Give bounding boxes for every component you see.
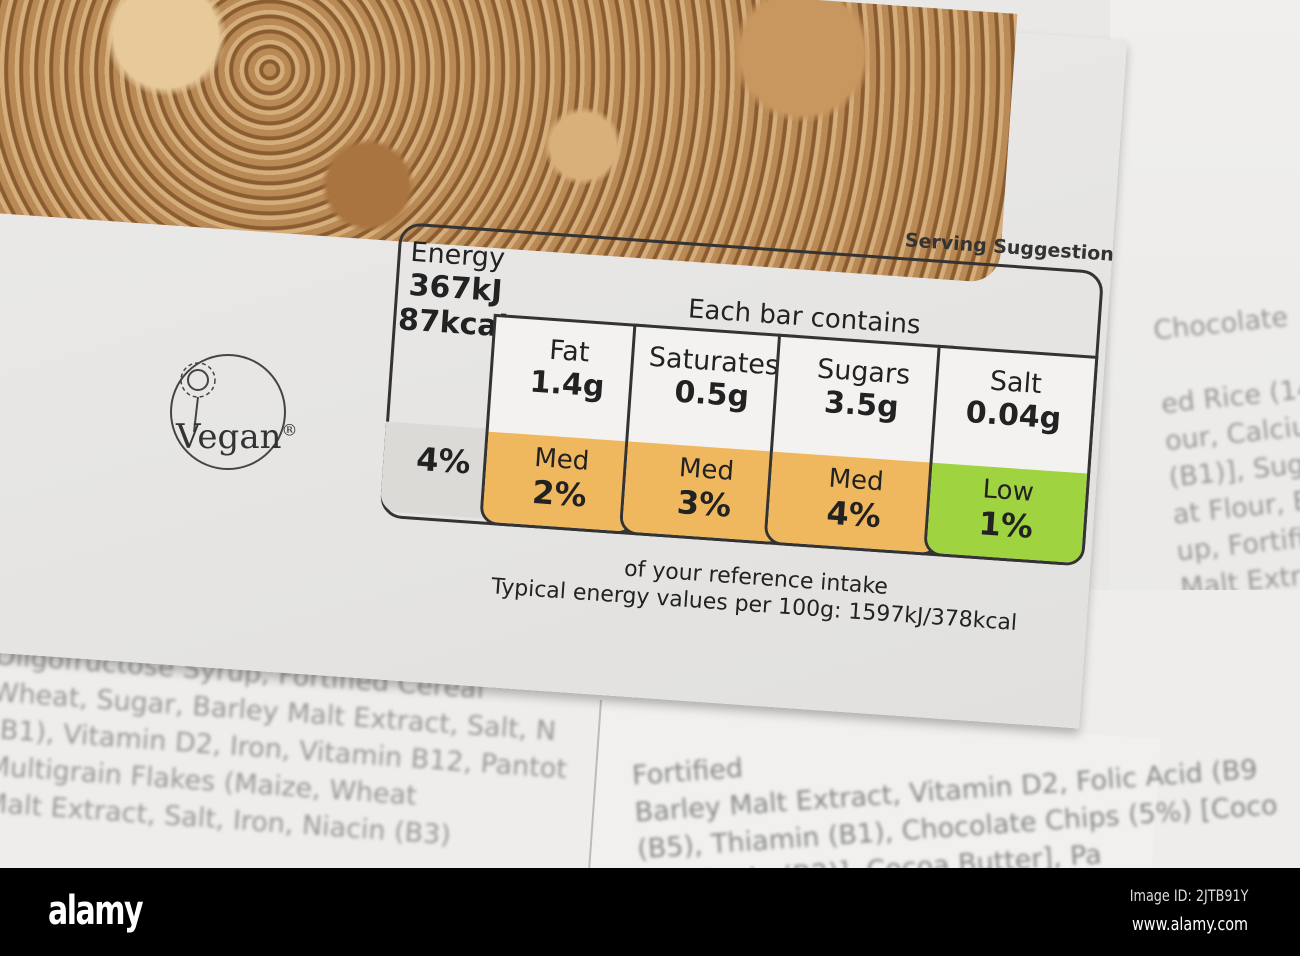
vegan-logo-text: Vegan® (176, 417, 298, 457)
sunflower-icon (170, 354, 286, 470)
image-id: Image ID: 2JTB91Y (1129, 886, 1248, 905)
ingredient-line (1156, 353, 1159, 384)
vegan-logo: Vegan® (148, 352, 308, 492)
ri-band: Med 2% (482, 431, 639, 532)
ingredient-line: Chocolate (1151, 301, 1290, 347)
site-url: www.alamy.com (1131, 914, 1248, 935)
nutrient-cell-salt: Salt 0.04g Low 1% (923, 344, 1099, 567)
ri-band: Med 4% (766, 451, 943, 554)
ingredient-line: Fortified (631, 752, 745, 792)
ri-band: Low 1% (926, 462, 1088, 564)
watermark-bar: alamy Image ID: 2JTB91Y www.alamy.com (0, 868, 1300, 956)
ri-band: Med 3% (621, 441, 788, 543)
alamy-logo: alamy (48, 888, 144, 934)
nutrition-label: Serving Suggestion Each bar contains Ene… (373, 222, 1115, 661)
